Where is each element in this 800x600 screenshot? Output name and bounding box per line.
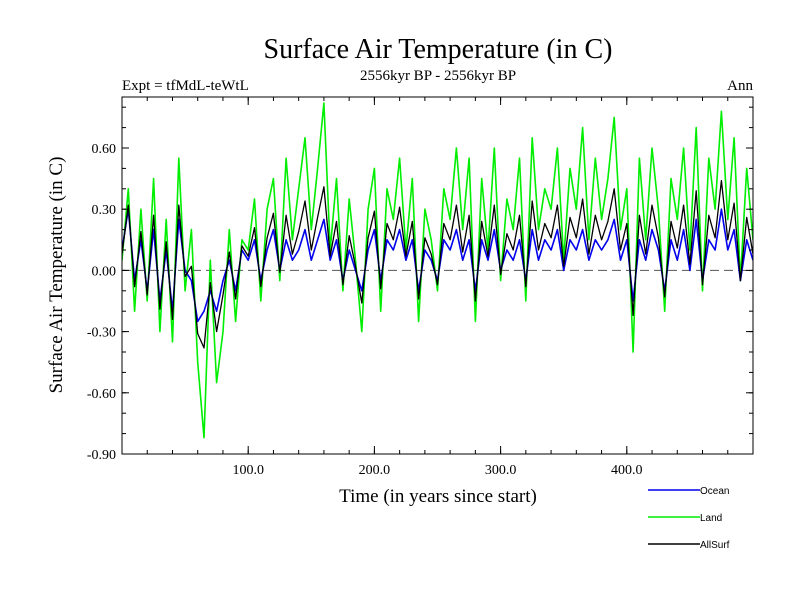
y-tick-label: 0.00	[92, 264, 117, 279]
series-group	[122, 102, 753, 439]
plot-frame	[121, 96, 754, 455]
y-tick-label: -0.60	[87, 387, 116, 402]
x-tick-label: 300.0	[485, 463, 517, 478]
y-axis: -0.90 -0.60 -0.30 0.00 0.30 0.60	[87, 106, 753, 463]
x-axis-title: Time (in years since start)	[339, 486, 537, 507]
legend-label-ocean: Ocean	[700, 486, 729, 497]
chart-title: Surface Air Temperature (in C)	[264, 34, 613, 65]
chart-subtitle: 2556kyr BP - 2556kyr BP	[360, 68, 516, 84]
y-tick-label: -0.90	[87, 448, 116, 463]
x-tick-label: 400.0	[611, 463, 643, 478]
legend-label-allsurf: AllSurf	[700, 540, 730, 551]
legend: Ocean Land AllSurf	[648, 486, 730, 551]
x-tick-label: 200.0	[359, 463, 391, 478]
season-label: Ann	[727, 78, 753, 94]
series-line-ocean	[122, 208, 753, 323]
y-tick-label: 0.60	[92, 142, 117, 157]
x-axis: 100.0 200.0 300.0 400.0	[146, 97, 729, 478]
y-tick-label: 0.30	[92, 203, 117, 218]
x-tick-label: 100.0	[232, 463, 264, 478]
y-tick-label: -0.30	[87, 326, 116, 341]
experiment-label: Expt = tfMdL-teWtL	[122, 78, 249, 94]
y-axis-title: Surface Air Temperature (in C)	[46, 157, 67, 394]
legend-label-land: Land	[700, 513, 722, 524]
series-line-allsurf	[122, 179, 753, 349]
